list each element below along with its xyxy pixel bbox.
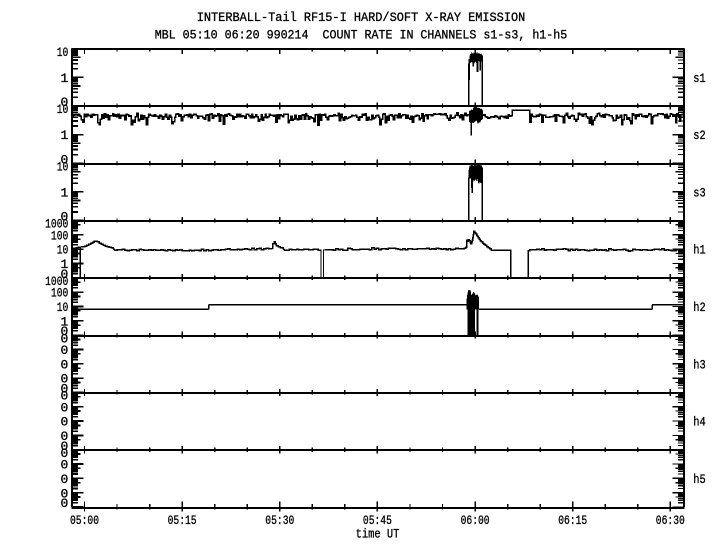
svg-text:0: 0 <box>60 152 68 167</box>
svg-text:h3: h3 <box>693 357 705 372</box>
svg-text:s1: s1 <box>693 71 706 86</box>
svg-text:05:30: 05:30 <box>265 513 294 528</box>
svg-text:1: 1 <box>60 128 68 143</box>
svg-text:10: 10 <box>57 243 69 258</box>
svg-text:INTERBALL-Tail RF15-I HARD/SOF: INTERBALL-Tail RF15-I HARD/SOFT X-RAY EM… <box>197 10 526 25</box>
svg-text:s2: s2 <box>693 128 705 143</box>
svg-text:0: 0 <box>60 415 68 430</box>
svg-text:05:15: 05:15 <box>168 513 197 528</box>
svg-text:1: 1 <box>60 185 68 200</box>
svg-text:06:30: 06:30 <box>656 513 685 528</box>
svg-text:0: 0 <box>60 331 68 346</box>
svg-text:100: 100 <box>51 286 68 301</box>
svg-text:06:15: 06:15 <box>558 513 587 528</box>
svg-text:0: 0 <box>60 343 68 358</box>
svg-text:10: 10 <box>57 102 69 117</box>
svg-text:h1: h1 <box>693 243 706 258</box>
svg-text:0: 0 <box>60 267 68 282</box>
svg-text:1000: 1000 <box>45 217 68 232</box>
svg-text:h2: h2 <box>693 300 705 315</box>
svg-text:MBL 05:10 06:20 990214 COUNT: MBL 05:10 06:20 990214 COUNT RATE IN CHA… <box>155 27 568 42</box>
svg-text:0: 0 <box>60 95 68 110</box>
svg-text:1: 1 <box>60 257 68 272</box>
svg-text:05:45: 05:45 <box>363 513 392 528</box>
svg-text:0: 0 <box>60 389 68 404</box>
svg-text:06:00: 06:00 <box>461 513 490 528</box>
svg-text:0: 0 <box>60 324 68 339</box>
svg-text:0: 0 <box>60 496 68 511</box>
svg-text:1: 1 <box>60 71 68 86</box>
svg-text:0: 0 <box>60 458 68 473</box>
svg-text:10: 10 <box>57 45 69 60</box>
svg-text:0: 0 <box>60 472 68 487</box>
svg-text:10: 10 <box>57 300 69 315</box>
svg-text:100: 100 <box>51 228 68 243</box>
svg-text:0: 0 <box>60 210 68 225</box>
svg-text:0: 0 <box>60 439 68 454</box>
svg-text:h4: h4 <box>693 415 706 430</box>
svg-text:0: 0 <box>60 382 68 397</box>
svg-text:0: 0 <box>60 400 68 415</box>
svg-text:1000: 1000 <box>45 274 68 289</box>
svg-text:10: 10 <box>57 159 69 174</box>
svg-text:0: 0 <box>60 446 68 461</box>
svg-text:1: 1 <box>60 314 68 329</box>
svg-text:s3: s3 <box>693 185 705 200</box>
svg-text:time UT: time UT <box>356 527 400 542</box>
svg-text:0: 0 <box>60 429 68 444</box>
svg-text:0: 0 <box>60 357 68 372</box>
svg-text:0: 0 <box>60 486 68 501</box>
svg-text:05:00: 05:00 <box>70 513 99 528</box>
svg-text:0: 0 <box>60 372 68 387</box>
svg-text:h5: h5 <box>693 472 705 487</box>
